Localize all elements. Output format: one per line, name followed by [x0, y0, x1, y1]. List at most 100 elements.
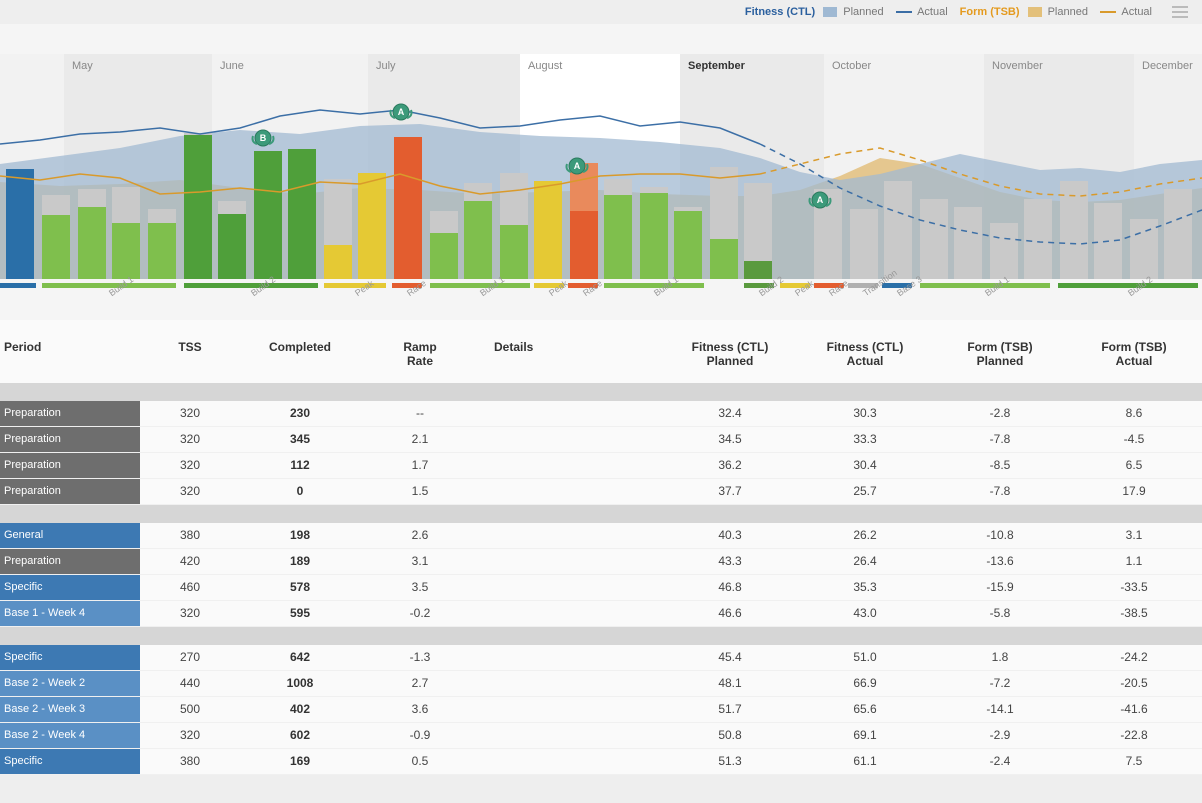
cell-ctl-actual: 43.0	[800, 606, 930, 620]
hdr-ctlp-2: Planned	[660, 354, 800, 368]
svg-text:A: A	[574, 161, 581, 171]
cell-tsb-planned: -13.6	[930, 554, 1070, 568]
row-period-label: Base 2 - Week 2	[0, 671, 140, 696]
cell-ramp: --	[360, 406, 480, 420]
training-table: Period TSS Completed Ramp Rate Details F…	[0, 320, 1202, 775]
cell-tsb-planned: -15.9	[930, 580, 1070, 594]
cell-ctl-actual: 30.3	[800, 406, 930, 420]
legend-line-tsb-actual	[1100, 11, 1116, 13]
table-row[interactable]: Base 1 - Week 4320595-0.246.643.0-5.8-38…	[0, 601, 1202, 627]
cell-ctl-actual: 65.6	[800, 702, 930, 716]
cell-completed: 230	[240, 406, 360, 420]
fitness-chart[interactable]: BAAA MayJuneJulyAugustSeptemberOctoberNo…	[0, 24, 1202, 320]
cell-completed: 595	[240, 606, 360, 620]
cell-completed: 198	[240, 528, 360, 542]
hdr-tsb-actual: Form (TSB) Actual	[1070, 340, 1198, 369]
cell-tss: 500	[140, 702, 240, 716]
hdr-ctla-2: Actual	[800, 354, 930, 368]
table-body: Preparation320230--32.430.3-2.88.6Prepar…	[0, 383, 1202, 775]
table-row[interactable]: Base 2 - Week 244010082.748.166.9-7.2-20…	[0, 671, 1202, 697]
cell-tsb-actual: 7.5	[1070, 754, 1198, 768]
cell-ctl-planned: 46.8	[660, 580, 800, 594]
cell-tss: 320	[140, 484, 240, 498]
cell-completed: 0	[240, 484, 360, 498]
cell-ramp: -0.9	[360, 728, 480, 742]
cell-ramp: 2.6	[360, 528, 480, 542]
legend-text-planned-ctl: Planned	[843, 6, 883, 18]
table-row[interactable]: Preparation4201893.143.326.4-13.61.1	[0, 549, 1202, 575]
cell-tsb-actual: -20.5	[1070, 676, 1198, 690]
cell-tsb-actual: -38.5	[1070, 606, 1198, 620]
hdr-ctlp-1: Fitness (CTL)	[660, 340, 800, 354]
cell-tsb-planned: -14.1	[930, 702, 1070, 716]
cell-tss: 270	[140, 650, 240, 664]
cell-ramp: 1.5	[360, 484, 480, 498]
legend-ctl-label: Fitness (CTL)	[745, 6, 815, 18]
cell-ctl-actual: 69.1	[800, 728, 930, 742]
cell-tss: 460	[140, 580, 240, 594]
cell-ramp: -0.2	[360, 606, 480, 620]
cell-tss: 440	[140, 676, 240, 690]
table-header: Period TSS Completed Ramp Rate Details F…	[0, 320, 1202, 383]
cell-ramp: 3.1	[360, 554, 480, 568]
table-row[interactable]: Preparation3203452.134.533.3-7.8-4.5	[0, 427, 1202, 453]
hdr-tsba-1: Form (TSB)	[1070, 340, 1198, 354]
cell-ctl-actual: 26.2	[800, 528, 930, 542]
cell-tsb-planned: -5.8	[930, 606, 1070, 620]
table-row[interactable]: Preparation3201121.736.230.4-8.56.5	[0, 453, 1202, 479]
legend-tsb-planned: Planned	[1028, 6, 1088, 18]
legend-tsb-actual: Actual	[1100, 6, 1152, 18]
cell-completed: 578	[240, 580, 360, 594]
cell-tss: 380	[140, 754, 240, 768]
cell-tsb-planned: -10.8	[930, 528, 1070, 542]
legend-tsb-label: Form (TSB)	[960, 6, 1020, 18]
cell-completed: 402	[240, 702, 360, 716]
chart-svg: BAAA	[0, 24, 1202, 320]
table-row[interactable]: Specific270642-1.345.451.01.8-24.2	[0, 645, 1202, 671]
svg-text:A: A	[817, 195, 824, 205]
group-spacer	[0, 627, 1202, 645]
cell-tsb-planned: -2.8	[930, 406, 1070, 420]
row-period-label: Base 2 - Week 3	[0, 697, 140, 722]
table-row[interactable]: Preparation32001.537.725.7-7.817.9	[0, 479, 1202, 505]
cell-ctl-actual: 61.1	[800, 754, 930, 768]
cell-completed: 189	[240, 554, 360, 568]
cell-tsb-planned: -8.5	[930, 458, 1070, 472]
legend-text-actual-ctl: Actual	[917, 6, 948, 18]
row-period-label: Preparation	[0, 549, 140, 574]
cell-ramp: 3.5	[360, 580, 480, 594]
table-row[interactable]: General3801982.640.326.2-10.83.1	[0, 523, 1202, 549]
table-row[interactable]: Base 2 - Week 4320602-0.950.869.1-2.9-22…	[0, 723, 1202, 749]
row-period-label: Specific	[0, 645, 140, 670]
cell-ramp: 2.7	[360, 676, 480, 690]
table-row[interactable]: Specific4605783.546.835.3-15.9-33.5	[0, 575, 1202, 601]
cell-tsb-planned: -7.8	[930, 484, 1070, 498]
cell-ctl-planned: 48.1	[660, 676, 800, 690]
cell-tsb-planned: 1.8	[930, 650, 1070, 664]
phase-labels: Build 1Build 2PeakRaceBuild 1PeakRaceBui…	[0, 288, 1202, 320]
hdr-period: Period	[0, 340, 140, 369]
cell-ramp: 3.6	[360, 702, 480, 716]
cell-tss: 320	[140, 432, 240, 446]
table-row[interactable]: Specific3801690.551.361.1-2.47.5	[0, 749, 1202, 775]
cell-completed: 345	[240, 432, 360, 446]
hdr-ctla-1: Fitness (CTL)	[800, 340, 930, 354]
cell-tss: 320	[140, 606, 240, 620]
hamburger-menu-icon[interactable]	[1172, 6, 1188, 18]
hdr-ramp-2: Rate	[360, 354, 480, 368]
cell-ramp: 0.5	[360, 754, 480, 768]
cell-ctl-planned: 51.7	[660, 702, 800, 716]
cell-completed: 602	[240, 728, 360, 742]
cell-ctl-planned: 37.7	[660, 484, 800, 498]
cell-tsb-actual: 1.1	[1070, 554, 1198, 568]
row-period-label: Preparation	[0, 453, 140, 478]
cell-ctl-actual: 33.3	[800, 432, 930, 446]
table-row[interactable]: Preparation320230--32.430.3-2.88.6	[0, 401, 1202, 427]
cell-completed: 642	[240, 650, 360, 664]
hdr-tsbp-2: Planned	[930, 354, 1070, 368]
cell-tsb-actual: 8.6	[1070, 406, 1198, 420]
legend-ctl-planned: Planned	[823, 6, 883, 18]
hdr-details: Details	[480, 340, 660, 369]
legend-text-planned-tsb: Planned	[1048, 6, 1088, 18]
table-row[interactable]: Base 2 - Week 35004023.651.765.6-14.1-41…	[0, 697, 1202, 723]
